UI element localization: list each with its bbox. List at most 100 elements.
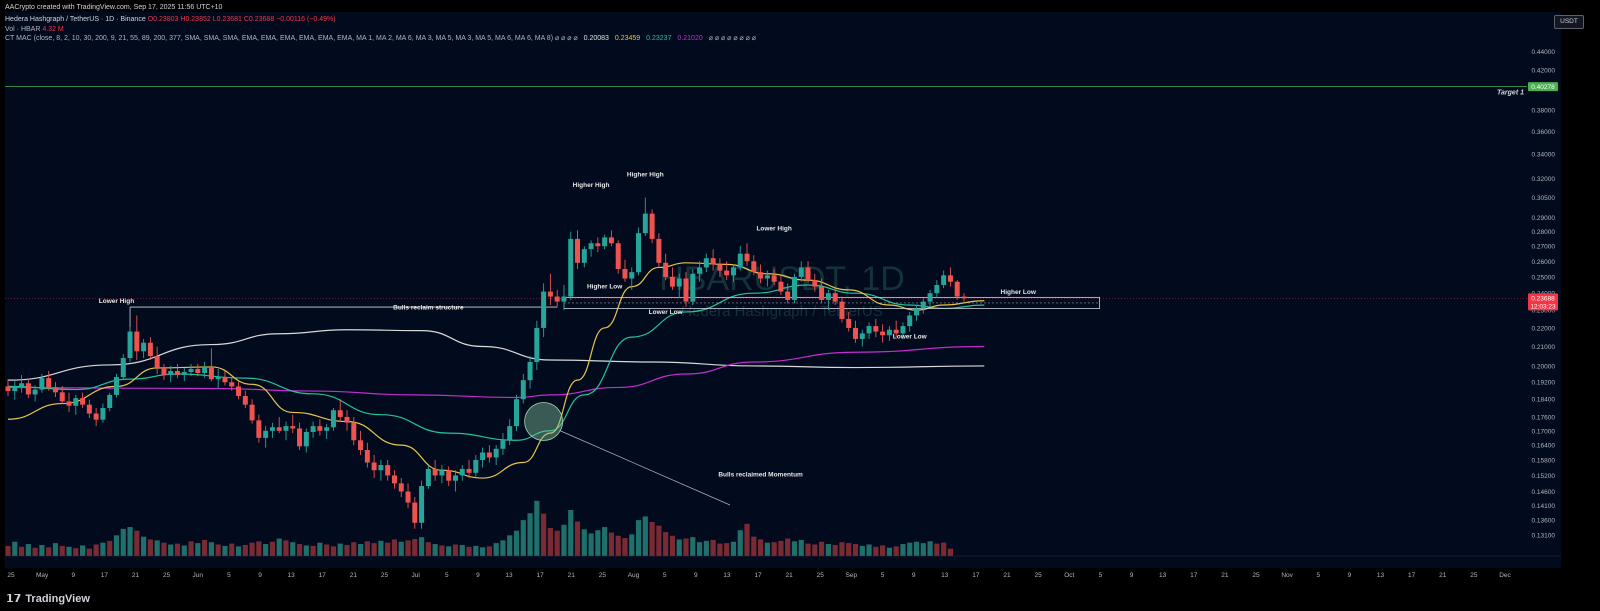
candle-body[interactable]: [608, 237, 614, 244]
candle-body[interactable]: [636, 233, 642, 273]
candle-body[interactable]: [493, 448, 499, 458]
candle-body[interactable]: [561, 296, 567, 302]
current-price-badge[interactable]: [1528, 293, 1558, 311]
candle-body[interactable]: [805, 267, 811, 281]
candle-body[interactable]: [175, 370, 180, 376]
mac-label[interactable]: CT MAC (close, 8, 2, 10, 30, 200, 9, 21,…: [5, 35, 578, 42]
candle-body[interactable]: [554, 296, 560, 302]
candle-body[interactable]: [575, 238, 581, 263]
candle-body[interactable]: [398, 483, 404, 492]
candle-body[interactable]: [249, 404, 255, 421]
candle-body[interactable]: [839, 301, 845, 319]
candle-body[interactable]: [446, 470, 452, 481]
candle-body[interactable]: [276, 427, 282, 431]
candle-body[interactable]: [269, 427, 275, 431]
candle-body[interactable]: [615, 243, 621, 270]
candle-body[interactable]: [39, 378, 45, 390]
candle-body[interactable]: [344, 416, 350, 423]
candle-body[interactable]: [181, 371, 187, 376]
candle-body[interactable]: [568, 238, 574, 297]
symbol-legend[interactable]: Hedera Hashgraph / TetherUS · 1D · Binan…: [5, 15, 336, 24]
candle-body[interactable]: [893, 329, 899, 334]
candle-body[interactable]: [534, 327, 540, 362]
candle-body[interactable]: [832, 293, 838, 302]
candle-body[interactable]: [947, 275, 953, 282]
candle-body[interactable]: [303, 431, 309, 447]
candle-body[interactable]: [920, 301, 926, 309]
candle-body[interactable]: [744, 253, 750, 262]
candle-body[interactable]: [683, 278, 689, 302]
candle-body[interactable]: [161, 367, 167, 376]
candle-body[interactable]: [107, 394, 113, 408]
candle-body[interactable]: [419, 486, 425, 523]
candle-body[interactable]: [547, 291, 553, 297]
candle-body[interactable]: [154, 356, 160, 368]
candle-body[interactable]: [649, 213, 655, 239]
candle-body[interactable]: [595, 243, 601, 247]
candle-body[interactable]: [256, 420, 262, 438]
candle-body[interactable]: [215, 377, 221, 380]
candle-body[interactable]: [46, 378, 52, 388]
candle-body[interactable]: [32, 389, 38, 395]
candle-body[interactable]: [364, 450, 370, 463]
candle-body[interactable]: [297, 428, 303, 447]
tradingview-logo[interactable]: 𝟭𝟳 TradingView: [6, 592, 90, 606]
candle-body[interactable]: [432, 468, 438, 476]
candle-body[interactable]: [66, 401, 72, 406]
currency-button[interactable]: USDT: [1554, 15, 1584, 29]
time-axis[interactable]: 25 May 9 17 21 25 Jun 5 9 13 17 21 25 Jul 5 9 13 17 21 25 Au…: [5, 555, 1561, 579]
candle-body[interactable]: [100, 407, 106, 420]
candle-body[interactable]: [59, 392, 65, 402]
candle-body[interactable]: [859, 333, 865, 339]
candle-body[interactable]: [80, 398, 86, 405]
candle-body[interactable]: [907, 315, 913, 327]
candle-body[interactable]: [290, 426, 296, 429]
candle-body[interactable]: [425, 468, 431, 487]
candle-body[interactable]: [663, 262, 669, 277]
candle-body[interactable]: [120, 358, 126, 378]
candle-body[interactable]: [330, 410, 336, 428]
candle-body[interactable]: [622, 269, 628, 279]
candle-body[interactable]: [886, 329, 892, 336]
candle-body[interactable]: [222, 377, 228, 383]
candle-body[interactable]: [737, 253, 743, 268]
candle-body[interactable]: [581, 249, 587, 263]
candle-body[interactable]: [785, 291, 791, 300]
candle-body[interactable]: [242, 395, 248, 405]
candle-body[interactable]: [602, 237, 608, 247]
candle-body[interactable]: [914, 308, 920, 316]
candle-body[interactable]: [642, 213, 648, 234]
candle-body[interactable]: [351, 422, 357, 441]
candle-body[interactable]: [337, 410, 343, 417]
candle-body[interactable]: [405, 491, 411, 503]
candle-body[interactable]: [758, 272, 764, 279]
candle-body[interactable]: [5, 386, 11, 392]
candle-body[interactable]: [208, 366, 214, 380]
candle-body[interactable]: [52, 387, 58, 393]
candle-body[interactable]: [853, 327, 858, 339]
candle-body[interactable]: [229, 382, 235, 387]
candle-body[interactable]: [812, 280, 818, 287]
candle-body[interactable]: [669, 276, 675, 287]
candle-body[interactable]: [724, 270, 730, 276]
candle-body[interactable]: [710, 258, 716, 265]
candle-body[interactable]: [378, 465, 384, 471]
candle-body[interactable]: [93, 413, 99, 420]
candle-body[interactable]: [439, 470, 445, 476]
candle-body[interactable]: [873, 326, 879, 332]
candle-body[interactable]: [12, 386, 18, 392]
candle-body[interactable]: [588, 243, 594, 250]
candle-body[interactable]: [195, 368, 201, 373]
candle-body[interactable]: [168, 370, 174, 376]
candle-body[interactable]: [825, 293, 831, 300]
candle-body[interactable]: [507, 426, 513, 441]
candle-body[interactable]: [324, 427, 330, 431]
candle-body[interactable]: [317, 426, 323, 431]
candle-body[interactable]: [954, 281, 960, 297]
candle-body[interactable]: [466, 468, 472, 473]
symbol-title[interactable]: Hedera Hashgraph / TetherUS · 1D · Binan…: [5, 16, 146, 23]
candle-body[interactable]: [527, 361, 533, 381]
candle-body[interactable]: [141, 342, 147, 352]
candle-body[interactable]: [19, 383, 25, 387]
candle-body[interactable]: [385, 465, 391, 476]
